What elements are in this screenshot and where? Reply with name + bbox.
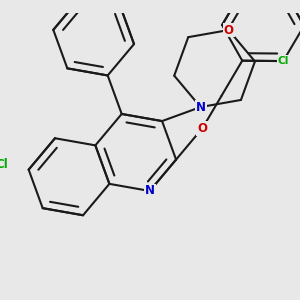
Text: N: N [145,184,155,197]
Text: O: O [224,23,234,37]
Text: N: N [196,100,206,114]
Text: Cl: Cl [278,56,289,66]
Text: O: O [197,122,207,135]
Text: Cl: Cl [0,158,8,171]
